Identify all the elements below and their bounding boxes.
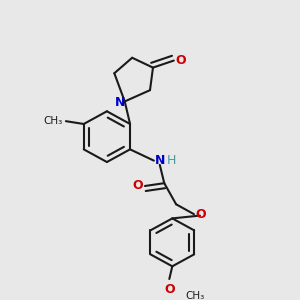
Text: CH₃: CH₃ (186, 291, 205, 300)
Text: CH₃: CH₃ (44, 116, 63, 126)
Text: O: O (196, 208, 206, 221)
Text: N: N (115, 96, 125, 109)
Text: H: H (167, 154, 177, 167)
Text: O: O (164, 283, 175, 296)
Text: O: O (175, 54, 186, 67)
Text: N: N (155, 154, 166, 167)
Text: O: O (132, 179, 142, 193)
